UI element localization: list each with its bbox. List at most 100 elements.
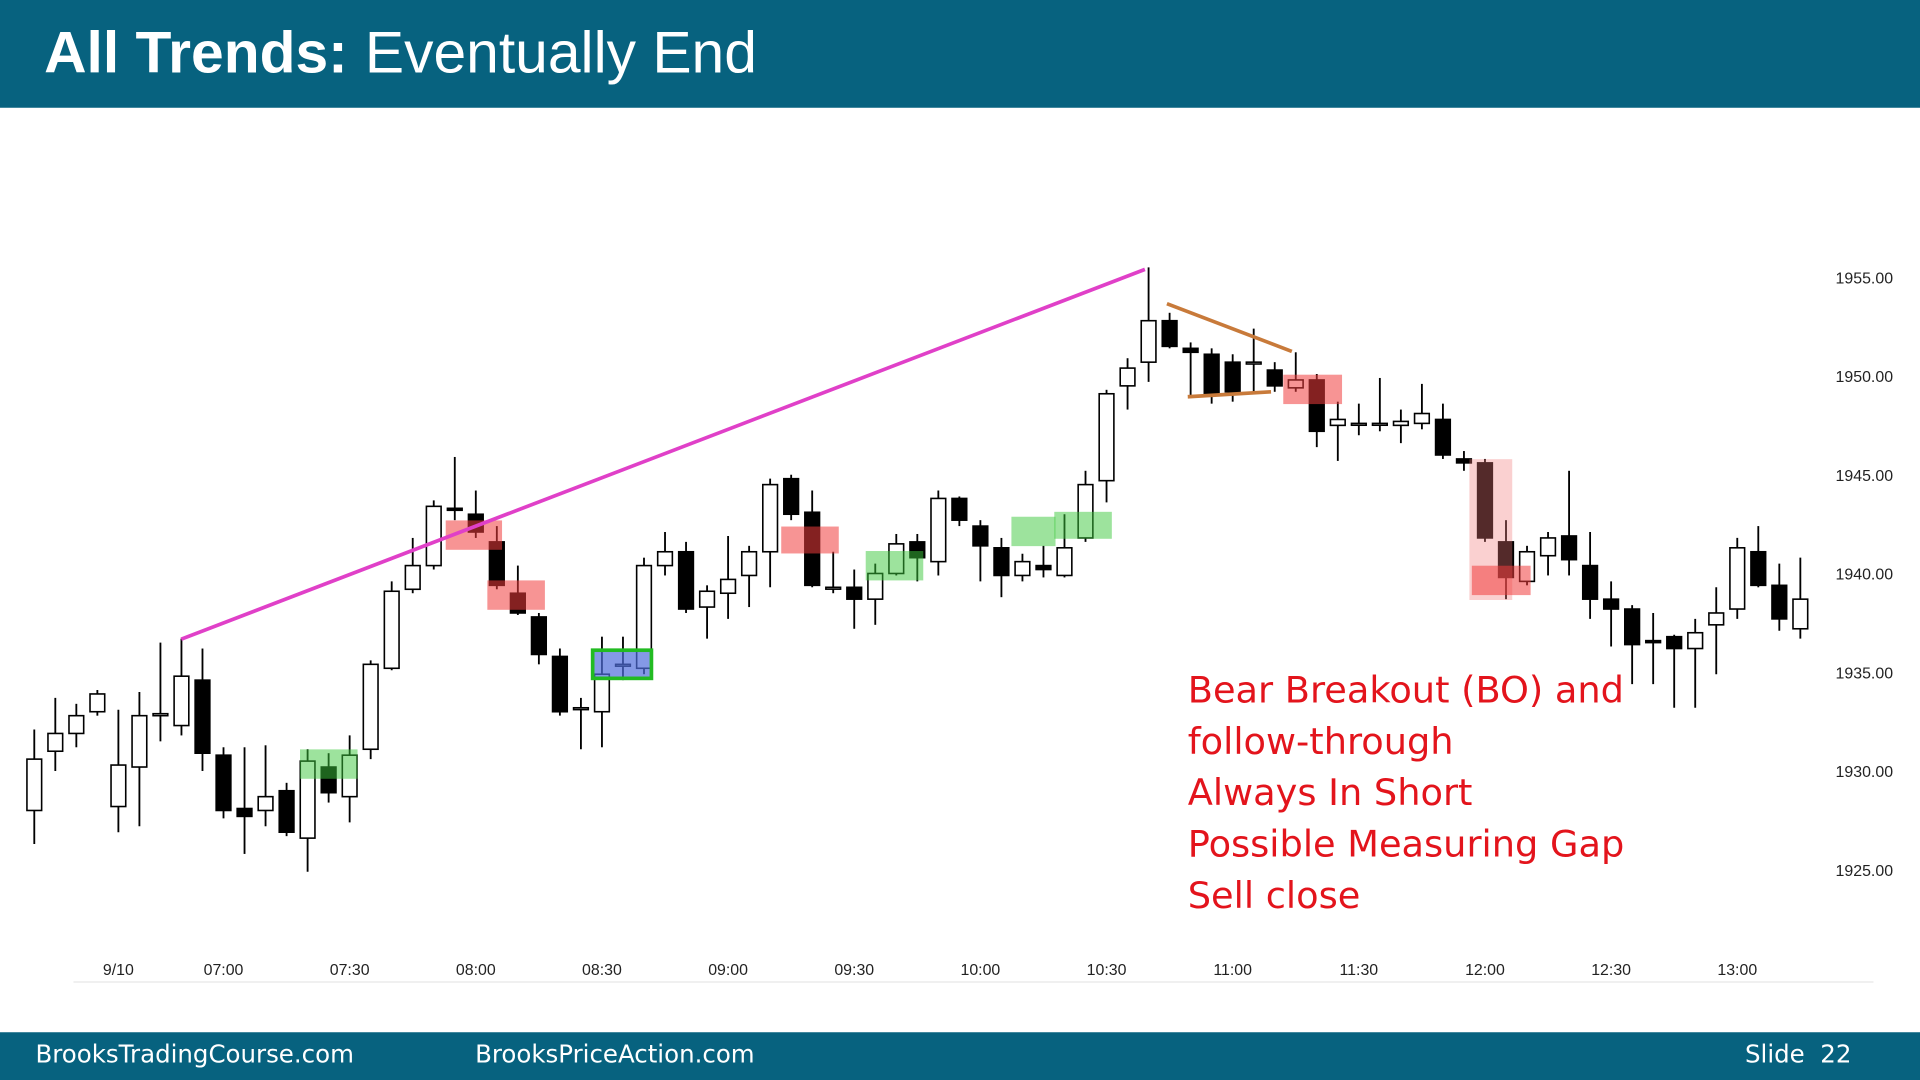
candle-body	[47, 732, 64, 753]
slide-title: All Trends: Eventually End	[44, 20, 757, 85]
candle-body	[89, 693, 106, 713]
candle-body	[1140, 319, 1157, 363]
candle-body	[1455, 458, 1473, 464]
x-tick-label: 11:00	[1213, 962, 1252, 979]
candle-body	[446, 507, 463, 512]
candle-body	[951, 497, 968, 521]
highlight-box	[590, 648, 654, 681]
footer-left: BrooksTradingCourse.com	[36, 1040, 354, 1069]
candle-body	[362, 663, 379, 751]
candle-body	[404, 564, 421, 591]
candle-body	[1581, 564, 1599, 600]
candle-body	[1708, 612, 1725, 626]
candle-body	[698, 590, 716, 608]
candle-body	[1056, 547, 1073, 577]
highlight-box	[1054, 511, 1112, 539]
candle-body	[1539, 537, 1557, 557]
candle-body	[972, 525, 989, 547]
x-tick-label: 08:00	[456, 962, 496, 979]
candle-body	[1098, 392, 1115, 482]
candle-body	[215, 754, 232, 812]
y-tick-label: 1930.00	[1836, 764, 1894, 781]
candle-body	[1014, 560, 1031, 577]
candle-body	[1161, 319, 1178, 348]
candle-body	[425, 505, 442, 567]
candle-body	[194, 679, 211, 754]
candle-body	[1413, 412, 1431, 425]
candle-body	[762, 483, 779, 553]
annotation-line: Possible Measuring Gap	[1188, 823, 1625, 866]
highlight-box	[1283, 374, 1343, 405]
x-tick-label: 08:30	[582, 962, 622, 979]
annotation-line: follow-through	[1188, 720, 1454, 763]
candle-body	[1182, 347, 1199, 354]
candle-body	[1035, 564, 1052, 571]
candle-body	[236, 807, 253, 818]
highlights	[180, 267, 1531, 779]
candle-body	[383, 590, 400, 670]
candle-body	[783, 477, 800, 516]
candle-body	[26, 758, 43, 812]
candle-body	[677, 550, 695, 610]
candle-body	[530, 616, 548, 656]
x-tick-label: 07:00	[204, 962, 244, 979]
y-tick-label: 1940.00	[1836, 567, 1894, 584]
footer-middle: BrooksPriceAction.com	[475, 1040, 755, 1069]
title-bold: All Trends:	[44, 20, 348, 85]
y-tick-label: 1925.00	[1836, 863, 1894, 880]
candle-body	[1771, 584, 1788, 620]
annotation-line: Bear Breakout (BO) and	[1188, 668, 1624, 711]
x-tick-label: 13:00	[1717, 962, 1757, 979]
y-tick-label: 1950.00	[1836, 369, 1894, 386]
candle-body	[993, 547, 1010, 577]
candle-body	[1560, 535, 1578, 561]
candle-body	[173, 675, 190, 727]
x-tick-label: 09:30	[834, 962, 874, 979]
highlight-box	[1011, 516, 1056, 547]
x-tick-label: 10:00	[960, 962, 1000, 979]
candle-body	[1602, 598, 1620, 610]
wedge-line	[1166, 301, 1293, 354]
candle-body	[1645, 639, 1662, 644]
x-tick-label: 10:30	[1087, 962, 1127, 979]
candle-body	[740, 550, 758, 577]
header-bar	[0, 0, 1920, 108]
candle-body	[1666, 635, 1683, 650]
candle-body	[1329, 418, 1346, 427]
candle-body	[1624, 608, 1641, 646]
x-tick-label: 11:30	[1340, 962, 1379, 979]
trend-line	[180, 267, 1146, 641]
candle-body	[278, 789, 295, 833]
axes: 1925.00 1930.00 1935.00 1940.00 1945.00 1950.…	[103, 270, 1893, 979]
x-tick-label: 07:30	[330, 962, 370, 979]
candle-body	[1687, 631, 1704, 650]
candle-body	[1245, 361, 1262, 365]
candle-body	[1750, 550, 1767, 587]
candle-body	[131, 714, 148, 768]
candle-body	[1792, 598, 1809, 630]
candle-body	[257, 795, 274, 812]
y-tick-label: 1935.00	[1836, 665, 1894, 682]
candle-body	[1203, 353, 1220, 395]
highlight-box	[1471, 565, 1531, 596]
candle-body	[572, 706, 590, 711]
wedge-line	[1187, 390, 1272, 399]
y-tick-label: 1945.00	[1836, 468, 1894, 485]
highlight-box	[781, 526, 839, 554]
highlight-box	[487, 580, 545, 610]
candle-body	[1729, 547, 1746, 610]
annotation-line: Sell close	[1188, 874, 1361, 917]
annotation-line: Always In Short	[1188, 771, 1473, 814]
candle-body	[656, 550, 674, 567]
candle-body	[68, 714, 85, 735]
candle-body	[551, 655, 569, 713]
candle-body	[1119, 367, 1136, 387]
candle-body	[930, 497, 947, 563]
x-tick-label: 9/10	[103, 962, 134, 979]
x-tick-label: 09:00	[708, 962, 748, 979]
candle-body	[1350, 422, 1367, 427]
candle-body	[846, 586, 863, 600]
candle-body	[825, 586, 842, 590]
title-rest: Eventually End	[365, 20, 757, 85]
